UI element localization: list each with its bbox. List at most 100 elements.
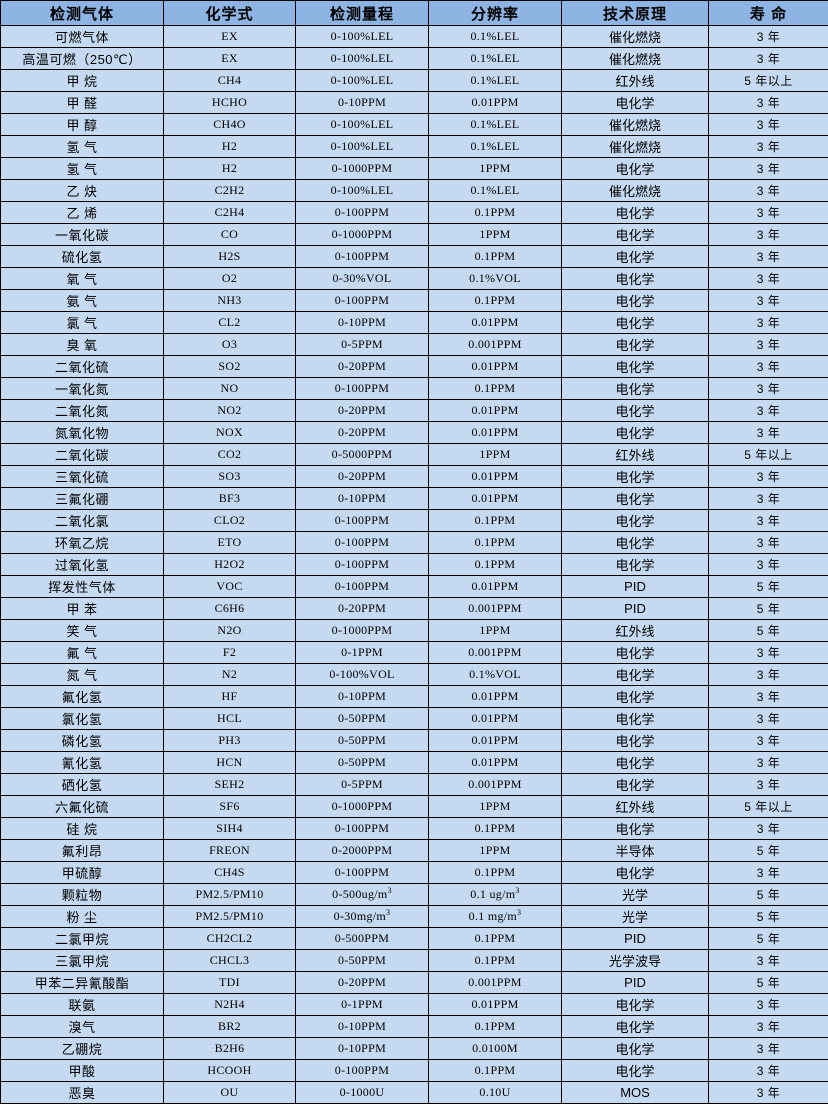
cell-range: 0-100PPM bbox=[296, 1060, 429, 1082]
cell-technology: 电化学 bbox=[562, 862, 709, 884]
cell-resolution: 0.001PPM bbox=[429, 598, 562, 620]
cell-lifespan: 3 年 bbox=[709, 774, 828, 796]
cell-lifespan: 5 年 bbox=[709, 884, 828, 906]
cell-lifespan: 3 年 bbox=[709, 730, 828, 752]
cell-formula: HCL bbox=[164, 708, 296, 730]
cell-gas: 溴气 bbox=[1, 1016, 164, 1038]
cell-range: 0-50PPM bbox=[296, 708, 429, 730]
cell-formula: HCOOH bbox=[164, 1060, 296, 1082]
cell-resolution: 0.1 ug/m3 bbox=[429, 884, 562, 906]
cell-range: 0-100PPM bbox=[296, 246, 429, 268]
cell-technology: 催化燃烧 bbox=[562, 26, 709, 48]
cell-lifespan: 3 年 bbox=[709, 422, 828, 444]
cell-range: 0-1PPM bbox=[296, 994, 429, 1016]
cell-range: 0-20PPM bbox=[296, 466, 429, 488]
cell-technology: 电化学 bbox=[562, 400, 709, 422]
cell-technology: 电化学 bbox=[562, 312, 709, 334]
cell-technology: PID bbox=[562, 972, 709, 994]
cell-gas: 乙 炔 bbox=[1, 180, 164, 202]
cell-lifespan: 3 年 bbox=[709, 202, 828, 224]
cell-technology: 电化学 bbox=[562, 554, 709, 576]
cell-resolution: 0.1%VOL bbox=[429, 268, 562, 290]
cell-resolution: 0.01PPM bbox=[429, 994, 562, 1016]
cell-technology: 电化学 bbox=[562, 356, 709, 378]
cell-technology: 电化学 bbox=[562, 532, 709, 554]
cell-technology: 电化学 bbox=[562, 752, 709, 774]
cell-lifespan: 5 年 bbox=[709, 576, 828, 598]
cell-formula: H2S bbox=[164, 246, 296, 268]
cell-formula: SEH2 bbox=[164, 774, 296, 796]
cell-formula: NO2 bbox=[164, 400, 296, 422]
cell-technology: 电化学 bbox=[562, 818, 709, 840]
cell-range: 0-20PPM bbox=[296, 972, 429, 994]
cell-lifespan: 3 年 bbox=[709, 158, 828, 180]
cell-formula: NH3 bbox=[164, 290, 296, 312]
cell-gas: 氮氧化物 bbox=[1, 422, 164, 444]
cell-range: 0-100%LEL bbox=[296, 136, 429, 158]
column-header-formula: 化学式 bbox=[164, 1, 296, 26]
cell-formula: H2 bbox=[164, 136, 296, 158]
cell-resolution: 0.1%LEL bbox=[429, 136, 562, 158]
cell-resolution: 0.1%LEL bbox=[429, 114, 562, 136]
cell-range: 0-1000PPM bbox=[296, 620, 429, 642]
cell-technology: 电化学 bbox=[562, 246, 709, 268]
cell-range: 0-100PPM bbox=[296, 510, 429, 532]
cell-range: 0-20PPM bbox=[296, 356, 429, 378]
column-header-lifespan: 寿 命 bbox=[709, 1, 828, 26]
cell-gas: 环氧乙烷 bbox=[1, 532, 164, 554]
cell-range: 0-100PPM bbox=[296, 290, 429, 312]
cell-gas: 二氯甲烷 bbox=[1, 928, 164, 950]
cell-resolution: 0.01PPM bbox=[429, 356, 562, 378]
cell-resolution: 0.01PPM bbox=[429, 466, 562, 488]
cell-formula: HCN bbox=[164, 752, 296, 774]
cell-gas: 甲 苯 bbox=[1, 598, 164, 620]
cell-range: 0-10PPM bbox=[296, 1038, 429, 1060]
cell-gas: 磷化氢 bbox=[1, 730, 164, 752]
cell-technology: 电化学 bbox=[562, 378, 709, 400]
cell-technology: PID bbox=[562, 598, 709, 620]
cell-lifespan: 3 年 bbox=[709, 224, 828, 246]
cell-resolution: 0.001PPM bbox=[429, 972, 562, 994]
cell-lifespan: 3 年 bbox=[709, 1016, 828, 1038]
cell-formula: VOC bbox=[164, 576, 296, 598]
cell-gas: 可燃气体 bbox=[1, 26, 164, 48]
cell-gas: 氮 气 bbox=[1, 664, 164, 686]
cell-lifespan: 5 年 bbox=[709, 598, 828, 620]
cell-formula: C2H2 bbox=[164, 180, 296, 202]
cell-gas: 笑 气 bbox=[1, 620, 164, 642]
cell-formula: HCHO bbox=[164, 92, 296, 114]
cell-lifespan: 3 年 bbox=[709, 246, 828, 268]
cell-resolution: 0.0100M bbox=[429, 1038, 562, 1060]
cell-lifespan: 5 年以上 bbox=[709, 444, 828, 466]
cell-formula: OU bbox=[164, 1082, 296, 1104]
cell-lifespan: 3 年 bbox=[709, 466, 828, 488]
cell-resolution: 0.1PPM bbox=[429, 862, 562, 884]
cell-range: 0-50PPM bbox=[296, 950, 429, 972]
cell-gas: 硫化氢 bbox=[1, 246, 164, 268]
cell-technology: 电化学 bbox=[562, 466, 709, 488]
cell-technology: 光学 bbox=[562, 884, 709, 906]
cell-lifespan: 3 年 bbox=[709, 994, 828, 1016]
cell-range: 0-1000PPM bbox=[296, 158, 429, 180]
cell-lifespan: 3 年 bbox=[709, 554, 828, 576]
cell-formula: CO2 bbox=[164, 444, 296, 466]
cell-lifespan: 3 年 bbox=[709, 92, 828, 114]
cell-formula: PM2.5/PM10 bbox=[164, 906, 296, 928]
cell-gas: 氢 气 bbox=[1, 158, 164, 180]
cell-range: 0-10PPM bbox=[296, 1016, 429, 1038]
cell-range: 0-100%LEL bbox=[296, 48, 429, 70]
cell-resolution: 1PPM bbox=[429, 158, 562, 180]
cell-range: 0-5000PPM bbox=[296, 444, 429, 466]
header-row: 检测气体 化学式 检测量程 分辨率 技术原理 寿 命 bbox=[1, 1, 828, 26]
column-header-technology: 技术原理 bbox=[562, 1, 709, 26]
